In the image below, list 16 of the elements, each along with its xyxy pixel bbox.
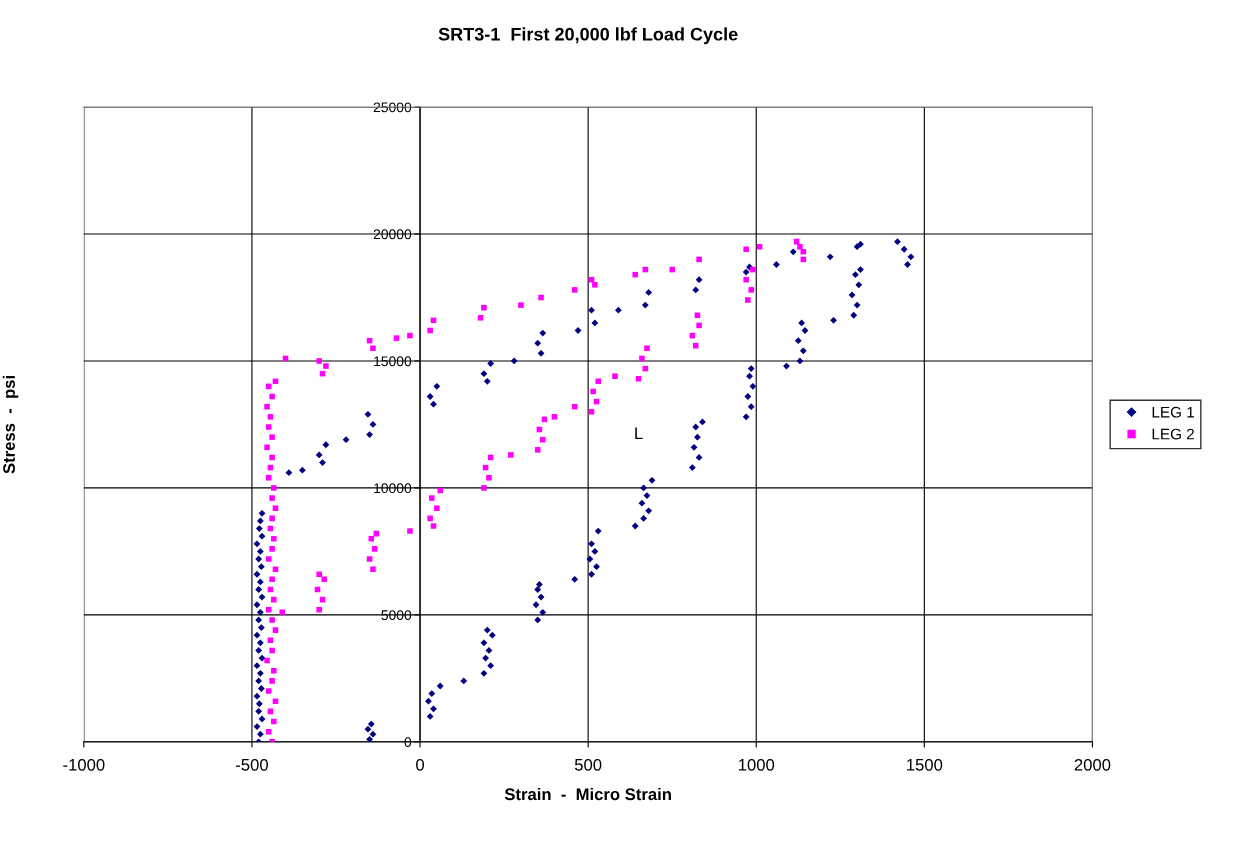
legend-label: LEG 1 [1152, 406, 1194, 418]
x-axis-title: Strain - Micro Strain [504, 787, 671, 801]
x-tick-label: 500 [574, 758, 602, 771]
annotation: L [635, 427, 643, 439]
y-axis-title: Stress - psi [2, 376, 19, 474]
y-tick-label: 25000 [373, 102, 412, 113]
legend-label: LEG 2 [1152, 428, 1194, 440]
x-tick-label: 2000 [1074, 758, 1111, 771]
y-tick-label: 15000 [374, 356, 412, 367]
x-tick-label: 1500 [907, 758, 943, 771]
x-tick-label: 1000 [738, 758, 775, 771]
x-tick-label: -500 [236, 758, 268, 771]
x-tick-label: 0 [416, 758, 425, 771]
chart-title: SRT3-1 First 20,000 lbf Load Cycle [438, 27, 738, 45]
y-tick-label: 20000 [373, 229, 412, 240]
x-tick-label: -1000 [63, 758, 105, 771]
